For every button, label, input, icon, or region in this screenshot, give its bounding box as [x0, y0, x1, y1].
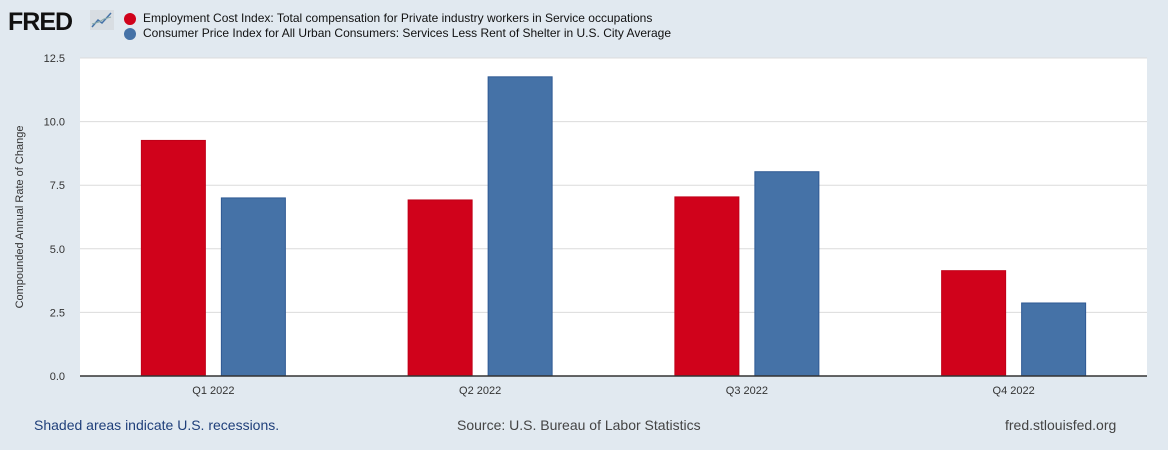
legend: Employment Cost Index: Total compensatio… — [124, 11, 671, 41]
x-tick-label: Q2 2022 — [459, 385, 501, 397]
fred-logo: FRED — [8, 8, 73, 36]
recession-note: Shaded areas indicate U.S. recessions. — [34, 417, 280, 433]
y-tick-label: 10.0 — [44, 117, 65, 129]
x-tick-label: Q1 2022 — [192, 385, 234, 397]
y-tick-label: 0.0 — [50, 371, 65, 383]
legend-item-eci[interactable]: Employment Cost Index: Total compensatio… — [124, 11, 671, 26]
bar-cpi[interactable] — [220, 197, 286, 377]
bar-cpi[interactable] — [487, 76, 553, 377]
y-tick-label: 2.5 — [50, 307, 65, 319]
x-tick-label: Q3 2022 — [726, 385, 768, 397]
site-link[interactable]: fred.stlouisfed.org — [1005, 417, 1117, 433]
legend-label: Employment Cost Index: Total compensatio… — [143, 11, 653, 25]
bar-eci[interactable] — [140, 139, 206, 377]
blue-dot-icon — [124, 27, 136, 40]
bar-cpi[interactable] — [1021, 302, 1087, 377]
source-text: Source: U.S. Bureau of Labor Statistics — [457, 417, 701, 433]
bar-eci[interactable] — [407, 199, 473, 377]
y-tick-label: 5.0 — [50, 244, 65, 256]
y-axis-label: Compounded Annual Rate of Change — [14, 126, 26, 309]
y-tick-label: 12.5 — [44, 53, 65, 65]
y-tick-label: 7.5 — [50, 180, 65, 192]
red-dot-icon — [124, 12, 136, 25]
legend-item-cpi[interactable]: Consumer Price Index for All Urban Consu… — [124, 26, 671, 41]
legend-label: Consumer Price Index for All Urban Consu… — [143, 26, 672, 40]
bar-eci[interactable] — [674, 196, 740, 377]
bar-cpi[interactable] — [754, 171, 820, 377]
x-tick-label: Q4 2022 — [993, 385, 1035, 397]
chart-logo-icon — [90, 10, 114, 30]
bar-eci[interactable] — [941, 270, 1007, 377]
